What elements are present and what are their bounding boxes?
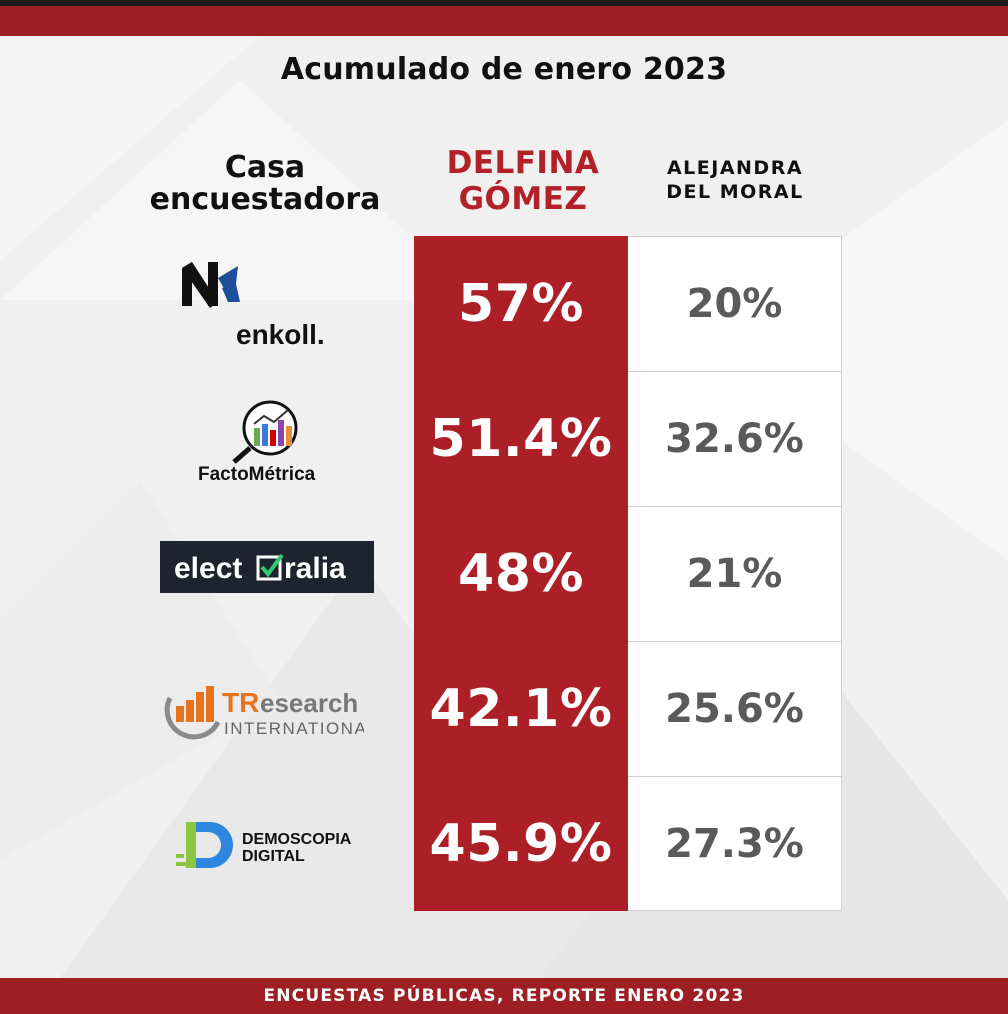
footer-bar: ENCUESTAS PÚBLICAS, REPORTE ENERO 2023 — [0, 978, 1008, 1014]
column-header-alejandra-line2: DEL MORAL — [666, 181, 804, 203]
electoralia-text-b: ralia — [284, 552, 346, 585]
alejandra-value: 27.3% — [628, 776, 842, 911]
page-title: Acumulado de enero 2023 — [280, 52, 728, 87]
tresearch-text-b: esearch — [260, 688, 358, 718]
tresearch-text-a: TR — [222, 687, 259, 718]
factometrica-logo: FactoMétrica — [198, 400, 316, 485]
delfina-value: 57% — [414, 236, 628, 371]
table-row: 57% 20% — [414, 236, 842, 371]
table-row: 42.1% 25.6% — [414, 641, 842, 776]
column-header-delfina: DELFINA GÓMEZ — [416, 145, 630, 217]
column-header-delfina-line2: GÓMEZ — [458, 181, 588, 217]
delfina-value: 45.9% — [414, 776, 628, 911]
column-header-alejandra-line1: ALEJANDRA — [666, 157, 804, 179]
column-header-pollster-line2: encuestadora — [149, 182, 381, 217]
table-row: 45.9% 27.3% — [414, 776, 842, 911]
alejandra-value: 25.6% — [628, 641, 842, 776]
poll-table: 57% 20% 51.4% 32.6% 48% 21% 42.1% 25.6% … — [414, 236, 842, 911]
column-header-pollster-line1: Casa — [224, 150, 306, 185]
delfina-value: 51.4% — [414, 371, 628, 506]
demoscopia-text-2: DIGITAL — [242, 848, 305, 865]
electoralia-logo: elect ralia — [160, 541, 374, 593]
demoscopia-logo: DEMOSCOPIA DIGITAL — [176, 822, 352, 868]
delfina-value: 48% — [414, 506, 628, 641]
column-header-delfina-line1: DELFINA — [446, 145, 600, 181]
tresearch-text-c: INTERNATIONAL — [224, 719, 364, 738]
demoscopia-text-1: DEMOSCOPIA — [242, 831, 352, 848]
table-row: 48% 21% — [414, 506, 842, 641]
footer-text: ENCUESTAS PÚBLICAS, REPORTE ENERO 2023 — [263, 986, 745, 1006]
factometrica-logo-text: FactoMétrica — [198, 464, 316, 485]
top-bar — [0, 0, 1008, 36]
enkoll-logo: enkoll. — [182, 262, 325, 350]
column-header-pollster: Casa encuestadora — [130, 152, 400, 216]
electoralia-text-a: elect — [174, 552, 242, 585]
enkoll-logo-text: enkoll. — [236, 319, 325, 350]
alejandra-value: 20% — [628, 236, 842, 371]
alejandra-value: 21% — [628, 506, 842, 641]
top-bar-edge — [0, 0, 1008, 6]
alejandra-value: 32.6% — [628, 371, 842, 506]
tresearch-logo: TR esearch INTERNATIONAL — [164, 686, 364, 740]
delfina-value: 42.1% — [414, 641, 628, 776]
table-row: 51.4% 32.6% — [414, 371, 842, 506]
column-header-alejandra: ALEJANDRA DEL MORAL — [630, 156, 840, 204]
